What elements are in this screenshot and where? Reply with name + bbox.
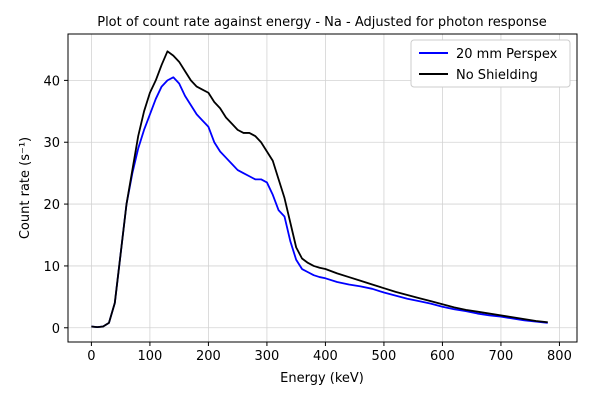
x-tick-label: 700: [489, 349, 514, 364]
legend: 20 mm Perspex No Shielding: [410, 39, 571, 88]
chart-title: Plot of count rate against energy - Na -…: [97, 15, 547, 30]
legend-label-no-shielding: No Shielding: [456, 68, 538, 83]
legend-box: [410, 39, 571, 88]
legend-label-perspex: 20 mm Perspex: [456, 47, 558, 62]
series-line-perspex: [91, 76, 548, 329]
y-tick-label: 40: [43, 74, 60, 89]
x-axis-label: Energy (keV): [280, 371, 364, 386]
series-line-no-shielding: [91, 50, 548, 329]
y-axis-label: Count rate (s⁻¹): [18, 137, 33, 239]
y-tick-label: 10: [43, 260, 60, 275]
x-tick-label: 400: [313, 349, 338, 364]
x-tick-label: 100: [137, 349, 162, 364]
x-tick-label: 600: [430, 349, 455, 364]
x-tick-label: 0: [87, 349, 95, 364]
x-tick-label: 500: [372, 349, 397, 364]
axis-ticks: 0 100 200 300 400 500 600 700 800 0 10 20 30 40: [43, 74, 571, 364]
x-tick-label: 300: [255, 349, 280, 364]
y-tick-label: 0: [52, 322, 60, 337]
plot-frame: [67, 33, 578, 343]
x-tick-label: 200: [196, 349, 221, 364]
y-tick-label: 30: [43, 136, 60, 151]
y-tick-label: 20: [43, 198, 60, 213]
x-tick-label: 800: [547, 349, 572, 364]
series-layer: [91, 50, 548, 329]
